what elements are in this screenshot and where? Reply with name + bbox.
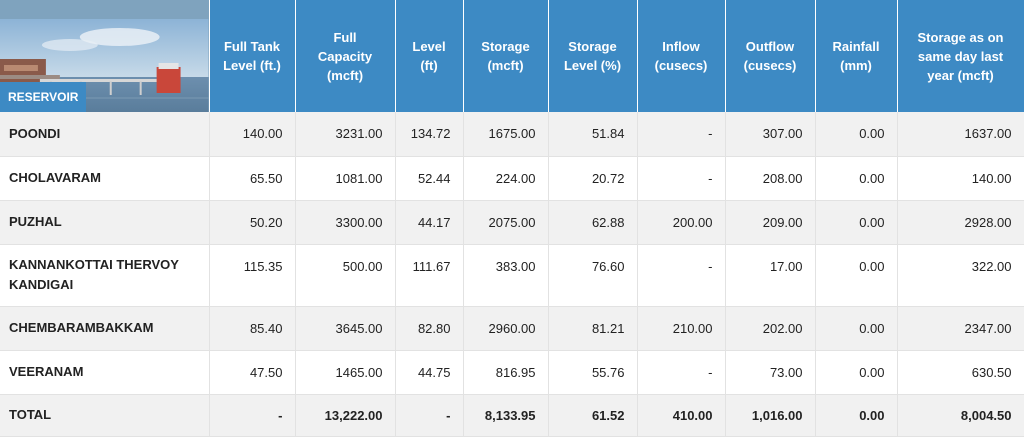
- storage-last-year-header: Storage as on same day last year (mcft): [897, 0, 1024, 112]
- reservoir-column-header: RESERVOIR: [0, 82, 87, 112]
- rainfall-cell: 0.00: [815, 306, 898, 351]
- full-capacity-cell: 1465.00: [295, 350, 396, 395]
- storage-level-cell: 62.88: [548, 200, 638, 245]
- full-tank-level-cell: 65.50: [209, 156, 296, 201]
- reservoir-name: POONDI: [0, 112, 210, 157]
- inflow-cell: 200.00: [637, 200, 726, 245]
- full-capacity-cell: 3231.00: [295, 112, 396, 157]
- total-label: TOTAL: [0, 394, 210, 437]
- reservoir-name: VEERANAM: [0, 350, 210, 395]
- inflow-cell: -: [637, 156, 726, 201]
- outflow-cell: 17.00: [725, 244, 816, 307]
- table-row: CHOLAVARAM 65.50 1081.00 52.44 224.00 20…: [0, 156, 1024, 201]
- full-tank-level-header: Full Tank Level (ft.): [209, 0, 296, 112]
- level-cell: 134.72: [395, 112, 464, 157]
- table-row: CHEMBARAMBAKKAM 85.40 3645.00 82.80 2960…: [0, 306, 1024, 351]
- storage-cell: 2075.00: [463, 200, 549, 245]
- total-storage-last-year: 8,004.50: [897, 394, 1024, 437]
- storage-cell: 816.95: [463, 350, 549, 395]
- outflow-cell: 208.00: [725, 156, 816, 201]
- total-outflow: 1,016.00: [725, 394, 816, 437]
- outflow-header: Outflow (cusecs): [725, 0, 816, 112]
- total-row: TOTAL - 13,222.00 - 8,133.95 61.52 410.0…: [0, 394, 1024, 437]
- storage-last-year-cell: 140.00: [897, 156, 1024, 201]
- storage-last-year-cell: 630.50: [897, 350, 1024, 395]
- storage-last-year-cell: 322.00: [897, 244, 1024, 307]
- storage-level-cell: 55.76: [548, 350, 638, 395]
- storage-level-header: Storage Level (%): [548, 0, 638, 112]
- outflow-cell: 73.00: [725, 350, 816, 395]
- inflow-cell: -: [637, 350, 726, 395]
- table-row: PUZHAL 50.20 3300.00 44.17 2075.00 62.88…: [0, 200, 1024, 245]
- reservoir-name: CHOLAVARAM: [0, 156, 210, 201]
- total-full-capacity: 13,222.00: [295, 394, 396, 437]
- rainfall-cell: 0.00: [815, 350, 898, 395]
- storage-cell: 383.00: [463, 244, 549, 307]
- outflow-cell: 209.00: [725, 200, 816, 245]
- rainfall-header: Rainfall (mm): [815, 0, 898, 112]
- full-capacity-header: Full Capacity (mcft): [295, 0, 396, 112]
- storage-last-year-cell: 2928.00: [897, 200, 1024, 245]
- total-storage: 8,133.95: [463, 394, 549, 437]
- level-cell: 82.80: [395, 306, 464, 351]
- total-rainfall: 0.00: [815, 394, 898, 437]
- total-storage-level: 61.52: [548, 394, 638, 437]
- full-capacity-cell: 500.00: [295, 244, 396, 307]
- table-row: POONDI 140.00 3231.00 134.72 1675.00 51.…: [0, 112, 1024, 157]
- storage-level-cell: 81.21: [548, 306, 638, 351]
- total-full-tank-level: -: [209, 394, 296, 437]
- storage-last-year-cell: 2347.00: [897, 306, 1024, 351]
- storage-level-cell: 76.60: [548, 244, 638, 307]
- full-capacity-cell: 1081.00: [295, 156, 396, 201]
- level-cell: 44.75: [395, 350, 464, 395]
- storage-last-year-cell: 1637.00: [897, 112, 1024, 157]
- inflow-cell: -: [637, 244, 726, 307]
- storage-level-cell: 51.84: [548, 112, 638, 157]
- total-inflow: 410.00: [637, 394, 726, 437]
- full-tank-level-cell: 50.20: [209, 200, 296, 245]
- inflow-header: Inflow (cusecs): [637, 0, 726, 112]
- storage-level-cell: 20.72: [548, 156, 638, 201]
- rainfall-cell: 0.00: [815, 200, 898, 245]
- level-header: Level (ft): [395, 0, 464, 112]
- storage-cell: 2960.00: [463, 306, 549, 351]
- full-tank-level-cell: 115.35: [209, 244, 296, 307]
- storage-cell: 1675.00: [463, 112, 549, 157]
- full-tank-level-cell: 140.00: [209, 112, 296, 157]
- level-cell: 44.17: [395, 200, 464, 245]
- inflow-cell: -: [637, 112, 726, 157]
- total-level: -: [395, 394, 464, 437]
- reservoir-name: KANNANKOTTAI THERVOY KANDIGAI: [0, 244, 210, 307]
- rainfall-cell: 0.00: [815, 156, 898, 201]
- full-tank-level-cell: 47.50: [209, 350, 296, 395]
- storage-header: Storage (mcft): [463, 0, 549, 112]
- level-cell: 52.44: [395, 156, 464, 201]
- outflow-cell: 307.00: [725, 112, 816, 157]
- table-row: KANNANKOTTAI THERVOY KANDIGAI 115.35 500…: [0, 244, 1024, 307]
- rainfall-cell: 0.00: [815, 244, 898, 307]
- outflow-cell: 202.00: [725, 306, 816, 351]
- reservoir-name: CHEMBARAMBAKKAM: [0, 306, 210, 351]
- full-capacity-cell: 3300.00: [295, 200, 396, 245]
- rainfall-cell: 0.00: [815, 112, 898, 157]
- storage-cell: 224.00: [463, 156, 549, 201]
- table-row: VEERANAM 47.50 1465.00 44.75 816.95 55.7…: [0, 350, 1024, 395]
- reservoir-header-cell: RESERVOIR: [0, 0, 210, 112]
- header-row: RESERVOIR Full Tank Level (ft.) Full Cap…: [0, 0, 1024, 112]
- level-cell: 111.67: [395, 244, 464, 307]
- inflow-cell: 210.00: [637, 306, 726, 351]
- full-tank-level-cell: 85.40: [209, 306, 296, 351]
- reservoir-name: PUZHAL: [0, 200, 210, 245]
- full-capacity-cell: 3645.00: [295, 306, 396, 351]
